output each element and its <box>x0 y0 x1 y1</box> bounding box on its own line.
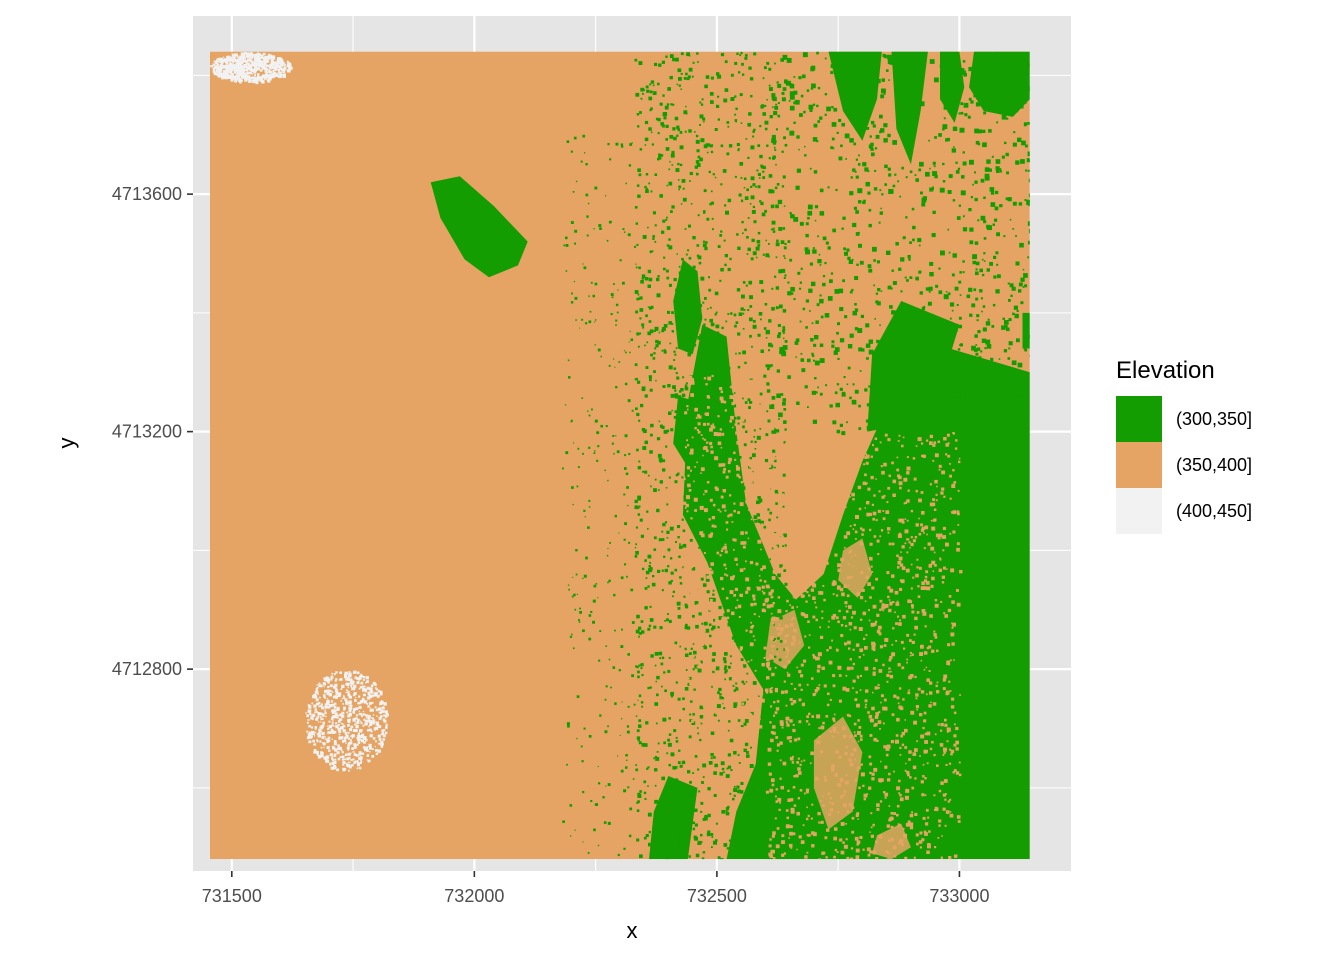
legend: Elevation (300,350] (350,400] (400,450] <box>1116 357 1252 534</box>
speckle-green-north <box>765 51 1030 436</box>
y-tick-label-1: 4713200 <box>112 422 182 442</box>
x-tick-label-1: 732000 <box>444 886 504 906</box>
speckle-orange-mid <box>683 374 778 731</box>
speckle-orange-lowland <box>765 432 963 860</box>
y-axis-ticks: 4712800 4713200 4713600 <box>112 184 193 679</box>
raster-speckles <box>210 51 1030 860</box>
region-high-0 <box>210 52 293 85</box>
region-mid-island-3 <box>838 538 873 598</box>
x-tick-label-2: 732500 <box>687 886 747 906</box>
legend-title: Elevation <box>1116 357 1215 384</box>
region-high-1 <box>305 670 389 772</box>
region-low-11 <box>969 51 1030 117</box>
speckle-green-west <box>562 134 641 857</box>
region-low-7 <box>673 396 703 468</box>
legend-label-0: (300,350] <box>1176 409 1252 429</box>
y-tick-label-2: 4713600 <box>112 184 182 204</box>
legend-key-0 <box>1116 396 1162 442</box>
region-low-6 <box>673 259 703 355</box>
legend-label-1: (350,400] <box>1176 455 1252 475</box>
region-mid-island-2 <box>765 609 805 670</box>
x-axis-title: x <box>627 918 638 943</box>
region-low-9 <box>891 51 928 165</box>
raster-layer <box>209 51 1030 860</box>
region-low-4 <box>726 764 795 860</box>
region-low-2 <box>682 324 843 693</box>
speckle-green-transition <box>634 51 788 860</box>
legend-label-2: (400,450] <box>1176 501 1252 521</box>
legend-key-2 <box>1116 488 1162 534</box>
x-tick-label-0: 731500 <box>202 886 262 906</box>
y-axis-title: y <box>54 438 79 449</box>
legend-entries: (300,350] (350,400] (400,450] <box>1116 396 1252 534</box>
region-mid-island-0 <box>813 716 863 830</box>
region-low-8 <box>828 51 882 141</box>
region-low-5 <box>430 176 528 278</box>
region-low-12 <box>1022 312 1030 349</box>
y-tick-label-0: 4712800 <box>112 659 182 679</box>
region-low-3 <box>649 776 698 860</box>
region-low-0 <box>755 348 1030 860</box>
legend-key-1 <box>1116 442 1162 488</box>
x-tick-label-3: 733000 <box>929 886 989 906</box>
x-axis-ticks: 731500 732000 732500 733000 <box>202 871 989 906</box>
